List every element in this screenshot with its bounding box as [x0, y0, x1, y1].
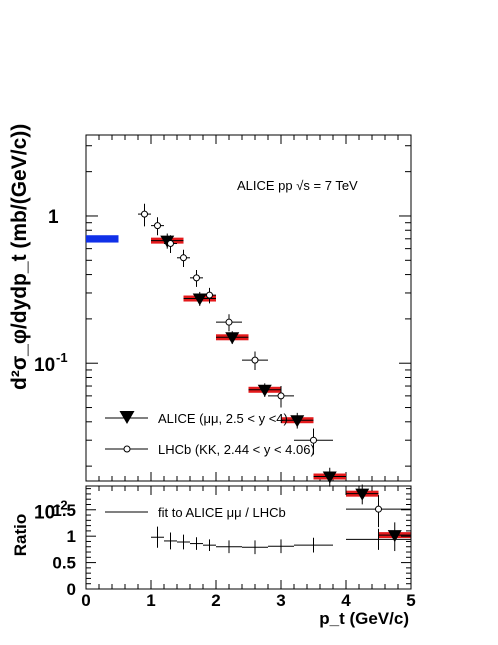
- top-panel-frame: [85, 134, 412, 482]
- lhcb-point: [242, 351, 268, 370]
- legend-marker-alice: [119, 411, 135, 424]
- bottom-y-tick-label: 0.5: [52, 554, 76, 573]
- alice-point: [378, 522, 411, 552]
- lhcb-point: [138, 203, 151, 227]
- ratio-point: [177, 534, 190, 550]
- open-circle-marker: [251, 356, 259, 364]
- legend-entry-lhcb: LHCb (KK, 2.44 < y < 4.06): [158, 442, 315, 457]
- ratio-point: [294, 537, 333, 553]
- lhcb-point: [268, 386, 294, 408]
- lhcb-point: [294, 428, 333, 455]
- open-circle-marker: [193, 274, 200, 282]
- down-triangle-marker: [290, 415, 305, 428]
- alice-point: [183, 291, 216, 306]
- alice-point: [281, 412, 314, 429]
- down-triangle-marker: [192, 293, 207, 306]
- ratio-point: [203, 539, 216, 551]
- top-y-tick-label-exp: -1: [56, 350, 68, 365]
- ratio-point: [190, 537, 203, 550]
- top-y-tick-label: 1: [48, 207, 59, 228]
- x-tick-label: 1: [146, 591, 155, 610]
- down-triangle-marker: [322, 471, 337, 484]
- legend-entry-alice: ALICE (μμ, 2.5 < y <4): [158, 411, 288, 426]
- bottom-panel-frame: [85, 485, 412, 590]
- top-y-axis-title: d²σ_φ/dydp_t (mb/(GeV/c)): [8, 124, 31, 390]
- down-triangle-marker: [257, 384, 272, 397]
- x-tick-label: 3: [276, 591, 285, 610]
- alice-point: [248, 383, 281, 397]
- alice-point: [346, 484, 379, 505]
- down-triangle-marker: [387, 530, 402, 543]
- top-legend: ALICE (μμ, 2.5 < y <4) LHCb (KK, 2.44 < …: [105, 411, 315, 457]
- lhcb-point: [203, 287, 216, 304]
- open-circle-marker: [154, 222, 161, 230]
- down-triangle-marker: [355, 488, 370, 501]
- bottom-y-axis-title: Ratio: [11, 514, 30, 557]
- down-triangle-marker: [225, 332, 240, 345]
- ratio-point: [164, 532, 177, 550]
- bottom-axes: 0 1 2 3 4 5 0 0.5 1 1.5: [52, 486, 416, 610]
- x-tick-label: 2: [211, 591, 220, 610]
- legend-entry-ratio: fit to ALICE μμ / LHCb: [158, 505, 286, 520]
- open-circle-marker: [180, 254, 187, 262]
- legend-marker-lhcb: [123, 445, 131, 453]
- x-tick-label: 4: [341, 591, 351, 610]
- band-point: [86, 235, 119, 243]
- x-tick-label: 0: [81, 591, 90, 610]
- alice-point: [313, 467, 346, 487]
- top-y-tick-label-base: 10: [34, 355, 55, 376]
- open-circle-marker: [310, 436, 317, 444]
- x-axis-title: p_t (GeV/c): [319, 609, 409, 628]
- lhcb-point: [177, 249, 190, 268]
- bottom-y-tick-label: 1.5: [52, 501, 76, 520]
- lhcb-point: [190, 269, 203, 287]
- open-circle-marker: [167, 240, 174, 248]
- bottom-data-marks: [151, 526, 411, 555]
- ratio-point: [151, 526, 164, 548]
- lhcb-point: [216, 314, 242, 332]
- lhcb-point: [346, 495, 411, 528]
- top-y-tick-label: 10 -1: [34, 350, 68, 376]
- top-y-tick-label-exp: -2: [56, 497, 68, 512]
- open-circle-marker: [141, 210, 148, 218]
- ratio-point: [216, 540, 242, 554]
- lhcb-point: [151, 217, 164, 236]
- alice-point: [151, 233, 184, 249]
- open-circle-marker: [225, 318, 233, 326]
- top-y-tick-label: 10 -2: [34, 497, 68, 523]
- ratio-point: [268, 539, 294, 554]
- alice-point: [216, 331, 249, 345]
- open-circle-marker: [277, 392, 285, 400]
- top-annotation: ALICE pp √s = 7 TeV: [237, 178, 358, 193]
- lhcb-point: [164, 235, 177, 254]
- ratio-point: [242, 540, 268, 555]
- top-data-marks: [86, 203, 411, 552]
- bottom-legend: fit to ALICE μμ / LHCb: [105, 505, 286, 520]
- top-y-tick-label-base: 10: [34, 502, 55, 523]
- bottom-y-tick-label: 1: [67, 527, 76, 546]
- x-tick-label: 5: [406, 591, 415, 610]
- bottom-y-tick-label: 0: [67, 580, 76, 599]
- open-circle-marker: [375, 505, 382, 513]
- top-y-axis: 110-110-2: [34, 135, 412, 523]
- open-circle-marker: [206, 291, 213, 299]
- ratio-point: [346, 528, 411, 550]
